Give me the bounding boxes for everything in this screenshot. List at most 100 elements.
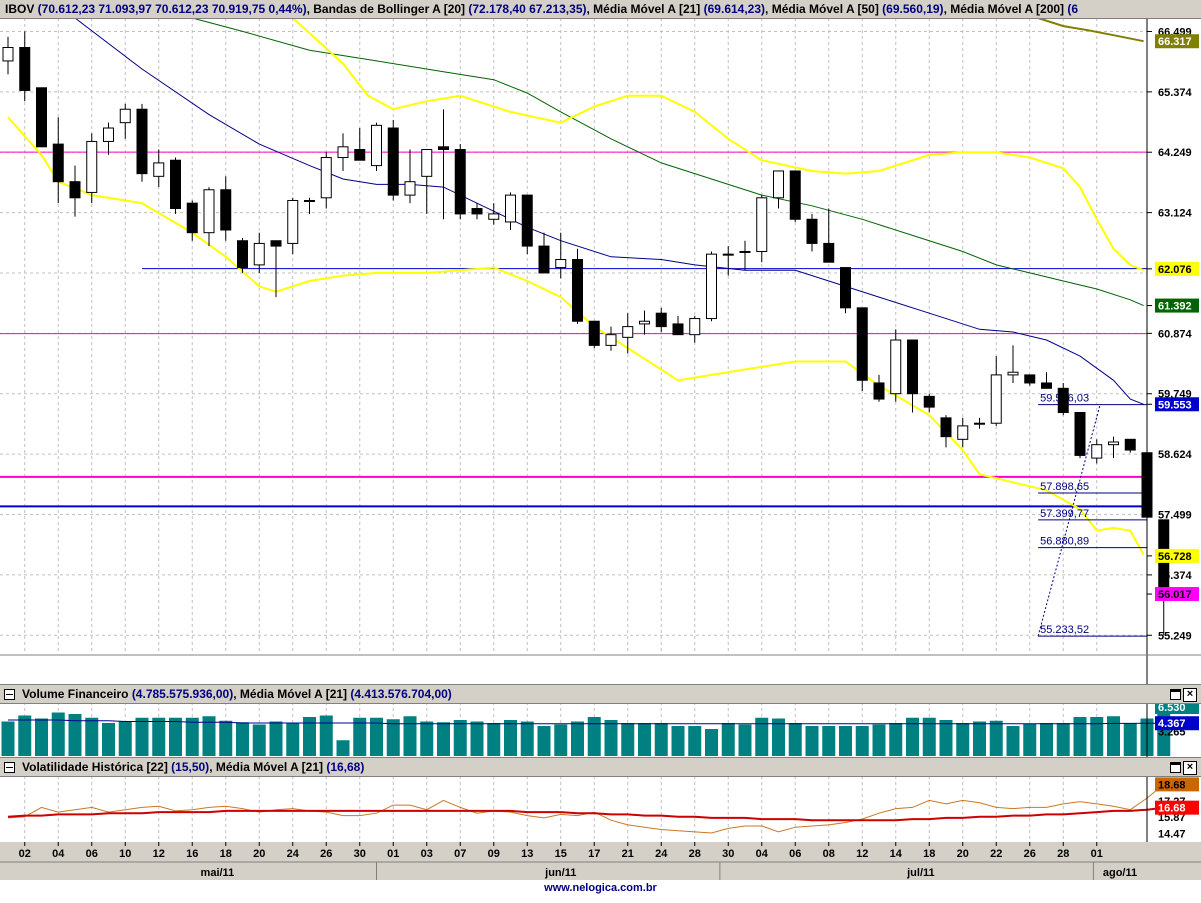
bollinger-upper-line	[292, 17, 1144, 272]
x-tick-label: 16	[186, 848, 198, 860]
x-tick-label: 15	[555, 848, 567, 860]
volume-bar	[989, 720, 1003, 756]
candle-up	[706, 253, 717, 320]
volume-bar	[755, 717, 769, 756]
candle-up	[287, 199, 299, 244]
volume-bar	[654, 723, 668, 756]
volume-bar	[906, 717, 919, 756]
value-badge	[1155, 777, 1199, 792]
volume-bar	[336, 740, 350, 756]
y-tick-label: 56.374	[1158, 570, 1193, 582]
x-tick-label: 20	[253, 848, 265, 860]
candle-down	[1074, 411, 1086, 456]
footer-url[interactable]: www.nelogica.com.br	[544, 882, 657, 894]
candle-up	[371, 124, 382, 167]
candle-down	[923, 395, 935, 408]
time-axis-background	[0, 842, 1201, 880]
x-tick-label: 02	[19, 848, 31, 860]
candle-up	[555, 259, 567, 269]
header-segment: (15,50)	[171, 760, 210, 774]
x-tick-label: 28	[1057, 848, 1069, 860]
price-axis: 66.49965.37464.24963.12462.07661.39260.8…	[0, 18, 1201, 842]
x-tick-label: 01	[387, 848, 399, 860]
volume-bar	[604, 720, 618, 756]
volume-ma-line	[8, 719, 1164, 725]
volume-bar	[973, 721, 986, 756]
candle-up	[622, 326, 634, 338]
volume-bar	[51, 712, 65, 756]
candle-down	[1041, 382, 1052, 389]
header-segment: Volatilidade Histórica [22]	[22, 760, 172, 774]
y-tick-label: 55.249	[1158, 630, 1192, 642]
close-icon[interactable]: ×	[1183, 761, 1197, 775]
candle-up	[404, 181, 416, 196]
x-tick-label: 24	[655, 848, 668, 860]
candle-up	[639, 320, 650, 325]
candle-down	[471, 208, 483, 215]
x-tick-label: 04	[756, 848, 769, 860]
x-tick-label: 09	[488, 848, 500, 860]
candle-up	[739, 250, 751, 253]
collapse-icon[interactable]	[4, 762, 15, 773]
grid-layer	[0, 18, 1147, 840]
candle-down	[170, 159, 181, 210]
value-badge-label: 16.68	[1158, 803, 1186, 815]
value-badge	[1155, 548, 1199, 563]
volatility-panel-title: Volatilidade Histórica [22] (15,50), Méd…	[22, 760, 364, 774]
volume-bar	[788, 723, 802, 756]
header-segment: (6	[1067, 2, 1079, 16]
candle-down	[387, 127, 399, 196]
fibonacci-level-label: 57.399,77	[1040, 508, 1089, 520]
volatility-ma-line	[7, 806, 1164, 822]
volume-bar	[520, 721, 534, 756]
candle-down	[789, 170, 801, 220]
x-tick-label: 17	[588, 848, 600, 860]
volume-bar	[1107, 716, 1120, 756]
candle-up	[153, 162, 165, 177]
volume-bar	[822, 726, 836, 756]
header-segment: , Média Móvel A [50]	[765, 2, 883, 16]
x-tick-label: 18	[923, 848, 935, 860]
value-badge	[1155, 34, 1199, 49]
x-tick-label: 30	[354, 848, 366, 860]
close-icon[interactable]: ×	[1183, 688, 1197, 702]
volume-bar	[587, 717, 601, 756]
volatility-panel-header: Volatilidade Histórica [22] (15,50), Méd…	[0, 757, 1201, 777]
volume-bar	[1023, 723, 1037, 756]
candle-up	[320, 157, 332, 199]
x-tick-label: 26	[1024, 848, 1036, 860]
ma200-line	[1037, 17, 1144, 43]
candle-up	[722, 253, 734, 256]
candle-down	[655, 312, 667, 328]
value-badge-label: 4.367	[1158, 718, 1186, 730]
maximize-icon[interactable]	[1170, 689, 1181, 700]
candle-up	[304, 199, 315, 202]
candle-down	[572, 259, 583, 322]
value-badge-label: 62.076	[1158, 264, 1192, 276]
y-tick-label: 65.374	[1158, 87, 1193, 99]
candle-up	[103, 127, 114, 142]
maximize-icon[interactable]	[1170, 762, 1181, 773]
volume-bar	[1073, 717, 1087, 756]
volatility-tick-label: 14.47	[1158, 828, 1186, 840]
volume-bar	[353, 717, 367, 756]
y-tick-label: 58.624	[1158, 449, 1193, 461]
volume-bar	[437, 722, 450, 756]
volume-bar	[939, 720, 953, 756]
volume-bar	[269, 721, 283, 756]
volume-bar	[252, 724, 266, 756]
month-label: ago/11	[1103, 867, 1137, 879]
candle-down	[873, 382, 885, 400]
x-tick-label: 14	[890, 848, 903, 860]
x-tick-label: 04	[52, 848, 65, 860]
x-tick-label: 24	[287, 848, 300, 860]
candle-up	[337, 146, 349, 159]
candle-up	[1007, 371, 1019, 376]
volume-bar	[319, 715, 333, 756]
collapse-icon[interactable]	[4, 689, 15, 700]
header-segment: (4.785.575.936,00)	[131, 687, 234, 701]
candle-down	[19, 47, 31, 91]
volume-bar	[1, 721, 15, 756]
header-segment: , Média Móvel A [200]	[943, 2, 1068, 16]
volume-bar	[688, 726, 702, 756]
